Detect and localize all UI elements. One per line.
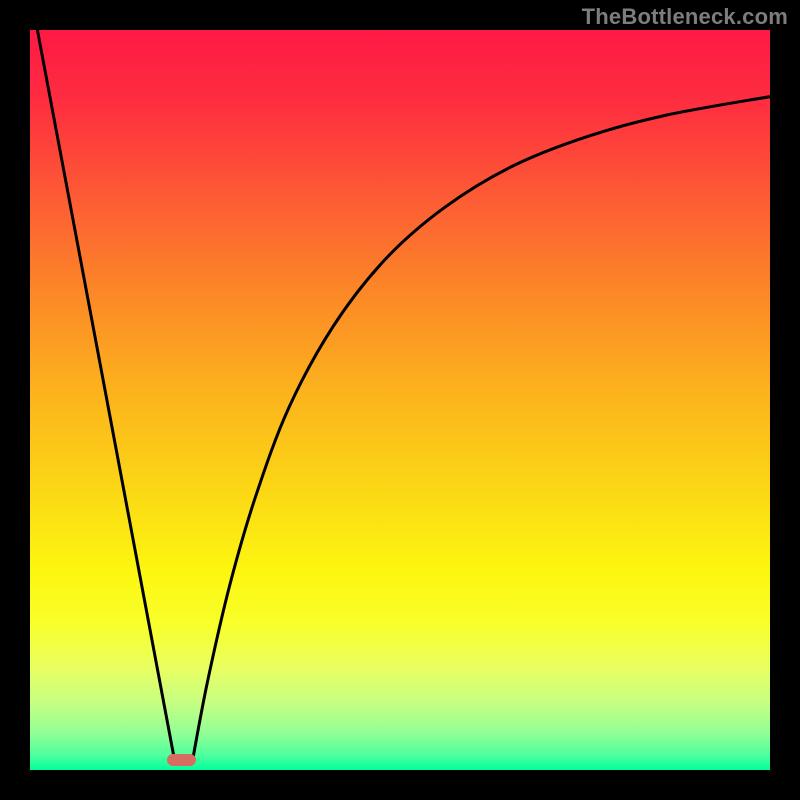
notch-marker [167, 754, 197, 766]
plot-area [30, 30, 770, 770]
chart-canvas: TheBottleneck.com [0, 0, 800, 800]
watermark-text: TheBottleneck.com [582, 4, 788, 30]
